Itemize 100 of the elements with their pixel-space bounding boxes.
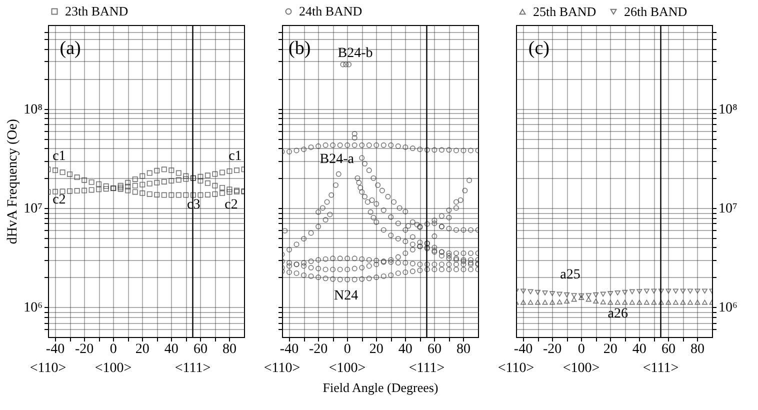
point [608, 300, 614, 305]
x-tick-label: -40 [280, 342, 299, 357]
x-tick-label: -20 [542, 342, 562, 357]
annotation: c1 [228, 149, 242, 164]
x-tick-label: 40 [164, 342, 178, 357]
point [644, 288, 650, 294]
point [658, 288, 664, 294]
point [687, 300, 693, 305]
point [608, 291, 614, 296]
point [651, 300, 657, 305]
x-tick-label: 40 [632, 342, 646, 357]
text: <100> [94, 361, 132, 376]
point [571, 293, 577, 298]
point [666, 288, 672, 294]
point [564, 292, 570, 298]
annotation: (b) [288, 38, 311, 59]
point [593, 292, 599, 298]
annotation: c2 [52, 192, 66, 208]
point [672, 288, 678, 294]
point [644, 300, 650, 305]
y2-tick-label: 10⁶ [718, 300, 738, 316]
legend-label: 24th BAND [299, 4, 362, 18]
point [666, 300, 672, 305]
text: <110> [264, 361, 300, 376]
point [520, 300, 526, 305]
annotation: c1 [52, 149, 66, 164]
point [629, 289, 635, 294]
annotation: a26 [608, 306, 628, 322]
point [578, 293, 584, 298]
point [672, 300, 678, 305]
point [564, 298, 570, 304]
text: <111> [642, 361, 679, 376]
annotation: B24-b [338, 46, 373, 61]
point [542, 300, 548, 305]
annotation: (c) [528, 38, 550, 59]
point [550, 300, 556, 305]
point [520, 288, 526, 294]
annotation: c2 [224, 197, 238, 212]
point [600, 299, 606, 304]
text: <110> [30, 361, 66, 376]
point [571, 296, 577, 302]
x-tick-label: 0 [344, 342, 351, 357]
point [586, 296, 592, 302]
x-tick-label: -20 [308, 342, 328, 357]
point [586, 293, 592, 298]
point [629, 300, 635, 305]
x-tick-label: 80 [690, 342, 704, 357]
x-tick-label: 60 [193, 342, 208, 357]
point [550, 291, 556, 296]
point [556, 292, 562, 297]
point [636, 289, 642, 294]
point [622, 300, 628, 305]
annotation: N24 [334, 288, 358, 304]
x-tick-label: 60 [661, 342, 676, 357]
y-tick-label: 10⁷ [24, 201, 43, 216]
x-tick-label: 20 [603, 342, 618, 357]
text: <110> [498, 361, 534, 376]
x-tick-label: 80 [222, 342, 236, 357]
legend-label: 25th BAND [533, 4, 596, 19]
y2-tick-label: 10⁷ [718, 201, 738, 216]
y-axis-title: dHvA Frequency (Oe) [6, 118, 21, 244]
point [542, 290, 548, 296]
text: <100> [328, 361, 366, 376]
point [702, 288, 708, 294]
point [535, 290, 541, 295]
text: <111> [408, 361, 445, 376]
x-tick-label: -40 [46, 342, 65, 357]
point [614, 290, 620, 296]
point [680, 300, 686, 305]
point [614, 300, 620, 305]
point [528, 300, 534, 305]
point [528, 289, 534, 294]
y2-tick-label: 10⁸ [718, 102, 738, 118]
x-tick-label: 80 [456, 342, 470, 357]
text: <100> [562, 361, 600, 376]
point [694, 300, 700, 305]
point [600, 292, 606, 297]
y-tick-label: 10⁶ [24, 300, 43, 316]
point [556, 299, 562, 304]
x-tick-label: 0 [578, 342, 585, 357]
x-tick-label: -40 [514, 342, 533, 357]
x-axis-title: Field Angle (Degrees) [322, 380, 438, 395]
point [658, 300, 664, 305]
point [687, 288, 693, 294]
annotation: (a) [60, 38, 81, 59]
x-tick-label: -20 [74, 342, 94, 357]
x-tick-label: 0 [110, 342, 117, 357]
point [636, 300, 642, 305]
x-tick-label: 60 [427, 342, 442, 357]
point [680, 288, 686, 294]
point [622, 290, 628, 295]
point [593, 298, 599, 304]
text: <111> [174, 361, 211, 376]
annotation: B24-a [320, 152, 355, 168]
point [702, 300, 708, 305]
point [535, 300, 541, 305]
y-tick-label: 10⁸ [24, 102, 43, 118]
point [578, 295, 584, 300]
x-tick-label: 20 [369, 342, 384, 357]
x-tick-label: 20 [135, 342, 150, 357]
